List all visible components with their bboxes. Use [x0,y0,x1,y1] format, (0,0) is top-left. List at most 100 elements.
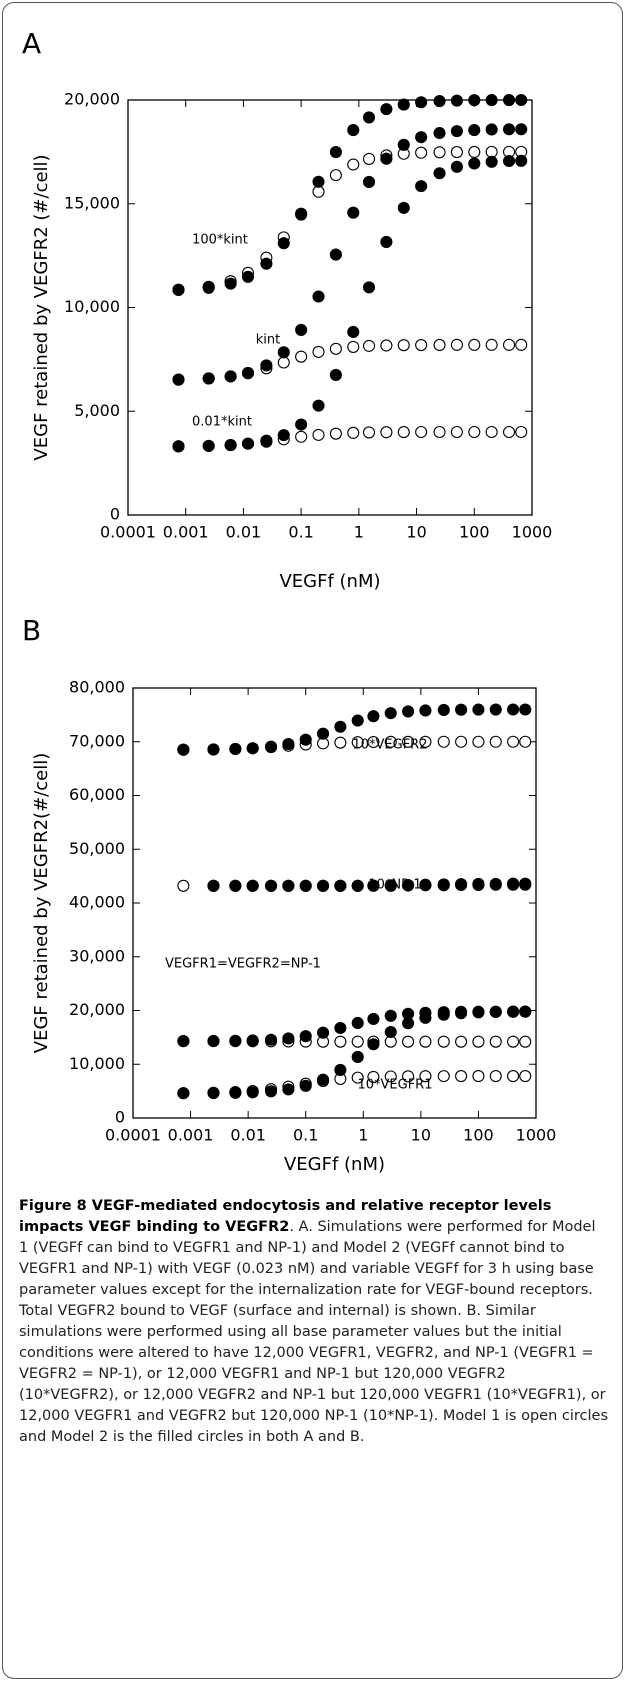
filled-point [437,878,450,891]
filled-point [246,879,259,892]
filled-point [472,1006,485,1019]
filled-point [455,878,468,891]
filled-point [177,1087,190,1100]
filled-point [437,703,450,717]
open-point [419,1070,432,1083]
filled-point [515,154,528,167]
open-point [295,350,308,363]
y-tick-label: 20,000 [64,90,120,109]
open-point [312,428,325,441]
y-tick-label: 70,000 [69,731,125,750]
filled-point [229,1086,242,1099]
x-tick-label: 0.001 [168,1126,214,1145]
filled-point [450,160,463,173]
open-point [502,338,516,351]
filled-point [468,94,481,107]
filled-point [519,877,532,890]
y-tick-label: 10,000 [64,297,120,316]
filled-point [282,879,295,892]
open-point [507,1070,520,1083]
annotation: 100*kint [192,233,248,248]
open-point [329,427,342,440]
filled-point [265,1033,278,1046]
open-point [468,425,481,439]
open-point [295,430,308,443]
filled-point [362,175,376,189]
x-tick-label: 0.01 [230,1126,266,1145]
open-point [502,425,516,439]
x-tick-label: 1 [358,1126,368,1145]
filled-point [507,703,520,716]
filled-point [329,248,342,261]
open-point [455,1070,468,1083]
plot-frame [132,687,537,1119]
filled-point [316,727,330,740]
filled-point [380,103,393,116]
filled-point [485,155,498,168]
annotation: 0.01*kint [192,415,252,430]
filled-point [380,235,393,248]
filled-point [489,1005,502,1019]
filled-point [265,879,278,892]
open-point [450,146,463,159]
filled-point [415,96,428,109]
filled-point [367,1012,380,1025]
open-point [402,1070,415,1083]
filled-point [384,879,397,892]
open-point [437,1035,450,1048]
open-point [334,1035,347,1048]
caption: Figure 8 VEGF-mediated endocytosis and r… [19,1196,609,1448]
open-point [415,339,428,352]
filled-point [515,93,528,107]
filled-point [224,439,237,452]
x-tick-label: 0.0001 [105,1126,161,1145]
filled-point [402,705,415,718]
filled-point [334,1021,347,1035]
open-point [351,1071,364,1084]
open-point [437,1070,450,1083]
filled-point [207,879,220,892]
filled-point [316,879,330,892]
filled-point [351,879,364,892]
open-point [472,1070,485,1083]
figure: A 0 5,000 10,000 15,000 20,000 0.0001 0.001 0.01… [22,27,556,1175]
filled-point [351,1016,364,1030]
open-point [519,1070,532,1083]
filled-point [312,175,325,188]
filled-point [172,440,185,453]
filled-point [347,325,360,339]
x-tick-label: 0.0001 [100,523,156,542]
open-point [519,735,532,748]
filled-point [295,418,308,431]
filled-point [419,1011,432,1024]
x-axis-title: VEGFf (nM) [284,1154,385,1175]
filled-point [260,434,273,447]
filled-point [489,877,502,890]
open-point [485,425,498,439]
annotation: 10*NP-1 [368,878,421,893]
open-point [380,426,393,439]
filled-point [507,877,520,890]
open-point [437,735,450,748]
filled-point [172,373,185,386]
filled-point [468,157,481,170]
open-point [415,146,428,159]
filled-point [502,93,516,107]
filled-point [312,290,325,303]
filled-point [472,877,485,890]
filled-point [507,1005,520,1018]
filled-point [367,710,380,723]
filled-point [207,1034,220,1048]
open-point [472,735,485,748]
open-point [384,1070,397,1083]
open-point [472,1035,485,1048]
filled-point [384,707,397,720]
filled-point [277,429,290,442]
filled-point [397,201,410,214]
filled-point [316,1026,330,1039]
filled-point [202,439,215,452]
open-point [419,735,432,748]
open-point [419,1035,432,1048]
x-tick-label: 100 [459,523,490,542]
